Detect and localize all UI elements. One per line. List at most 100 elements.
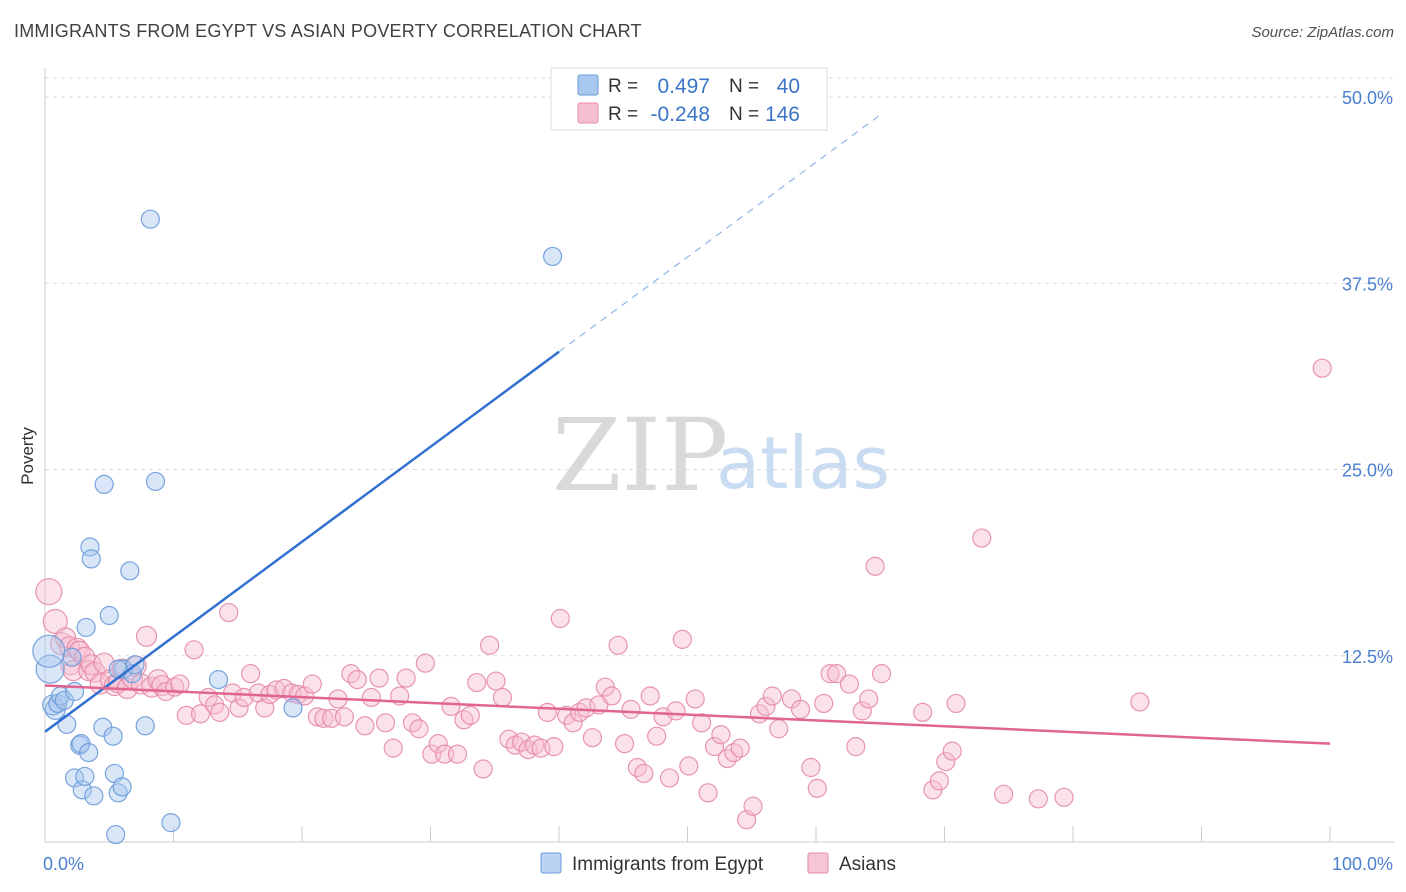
egypt-point-0 <box>35 654 65 684</box>
egypt-point-32 <box>135 716 155 736</box>
asians-point-130 <box>846 737 866 757</box>
asians-point-59 <box>369 668 389 688</box>
asians-point-97 <box>614 734 635 754</box>
y-tick-label-0: 12.5% <box>1342 647 1393 667</box>
bottom-legend-swatch-asians <box>807 852 829 874</box>
asians-point-75 <box>473 759 493 779</box>
asians-point-102 <box>647 726 667 746</box>
bottom-legend-label-egypt: Immigrants from Egypt <box>572 854 764 875</box>
asians-point-125 <box>807 778 827 798</box>
asians-point-119 <box>756 696 776 717</box>
asians-point-63 <box>396 668 416 688</box>
x-tick-label-1: 100.0% <box>1332 854 1393 874</box>
egypt-point-19 <box>84 786 104 806</box>
legend: R = 0.497 N = 40 R = -0.248 N = 146 <box>550 67 828 131</box>
x-tick-labels: 0.0% 100.0% <box>43 854 1393 874</box>
watermark-atlas: atlas <box>716 421 890 505</box>
legend-r-label-egypt: R = <box>608 76 638 97</box>
asians-point-120 <box>762 686 782 706</box>
legend-n-label-asians: N = <box>729 104 759 125</box>
egypt-point-16 <box>79 742 99 763</box>
egypt-point-14 <box>75 766 95 787</box>
asians-point-49 <box>302 674 322 694</box>
asians-point-29 <box>170 674 190 694</box>
asians-point-60 <box>375 713 396 733</box>
asians-point-36 <box>219 602 239 623</box>
asians-point-141 <box>972 528 992 548</box>
y-tick-labels: 12.5% 25.0% 37.5% 50.0% <box>1342 88 1393 667</box>
egypt-point-37 <box>283 698 303 718</box>
egypt-point-39 <box>108 659 128 679</box>
egypt-point-7 <box>57 714 77 734</box>
legend-swatch-egypt <box>577 74 599 96</box>
asians-point-76 <box>480 635 500 655</box>
asians-point-126 <box>814 693 834 714</box>
asians-point-129 <box>839 674 860 694</box>
asians-point-128 <box>826 664 847 684</box>
legend-r-value-egypt: 0.497 <box>657 75 710 98</box>
asians-point-39 <box>234 687 254 708</box>
asians-point-56 <box>347 669 367 690</box>
axes <box>44 68 1395 843</box>
asians-point-133 <box>865 556 885 576</box>
trend-lines <box>44 114 1331 745</box>
asians-point-30 <box>176 705 196 725</box>
asians-point-73 <box>460 705 480 725</box>
egypt-point-9 <box>64 681 85 702</box>
egypt-point-36 <box>208 669 229 690</box>
asians-point-40 <box>241 664 261 684</box>
trend-line-asians <box>44 684 1331 745</box>
asians-point-71 <box>447 744 468 764</box>
egypt-point-38 <box>542 246 563 267</box>
egypt-point-35 <box>161 813 181 833</box>
egypt-point-33 <box>140 209 160 229</box>
asians-point-7 <box>66 637 88 659</box>
asians-point-50 <box>307 707 328 727</box>
asians-point-107 <box>679 756 699 776</box>
asians-point-23 <box>135 625 158 647</box>
asians-point-123 <box>790 699 811 719</box>
asians-point-139 <box>942 741 962 761</box>
egypt-point-21 <box>94 474 114 494</box>
egypt-point-22 <box>99 605 119 626</box>
asians-point-70 <box>441 696 461 717</box>
asians-point-86 <box>544 737 564 757</box>
asians-point-127 <box>820 664 840 684</box>
trend-line-egypt-extension <box>558 114 881 353</box>
asians-point-131 <box>852 701 872 721</box>
legend-n-label-egypt: N = <box>729 76 759 97</box>
bottom-legend-label-asians: Asians <box>839 854 896 875</box>
series-asians-points <box>35 358 1332 830</box>
egypt-point-8 <box>62 647 82 667</box>
asians-point-145 <box>1130 692 1150 712</box>
asians-point-98 <box>621 699 641 719</box>
egypt-point-25 <box>106 824 126 845</box>
source-credit: Source: ZipAtlas.com <box>1251 24 1394 41</box>
asians-point-144 <box>1054 787 1074 807</box>
chart-title: IMMIGRANTS FROM EGYPT VS ASIAN POVERTY C… <box>14 21 642 41</box>
egypt-point-29 <box>120 561 140 581</box>
asians-point-38 <box>229 698 249 718</box>
legend-r-value-asians: -0.248 <box>650 103 710 126</box>
asians-point-106 <box>672 629 692 649</box>
asians-point-115 <box>730 738 750 758</box>
asians-point-58 <box>361 687 381 708</box>
asians-point-89 <box>563 713 583 733</box>
asians-point-54 <box>334 707 355 727</box>
egypt-point-27 <box>112 777 132 797</box>
asians-point-61 <box>383 738 403 758</box>
asians-point-12 <box>84 661 106 683</box>
y-tick-label-1: 25.0% <box>1342 461 1393 481</box>
asians-point-0 <box>35 578 63 606</box>
y-tick-label-3: 50.0% <box>1342 88 1393 108</box>
asians-point-112 <box>711 725 731 745</box>
asians-point-100 <box>634 763 654 784</box>
bottom-legend-swatch-egypt <box>540 852 562 874</box>
legend-n-value-asians: 146 <box>765 103 800 126</box>
asians-point-117 <box>743 796 763 816</box>
asians-point-77 <box>486 671 506 691</box>
asians-point-95 <box>602 686 622 706</box>
asians-point-44 <box>266 680 286 700</box>
x-tick-label-0: 0.0% <box>43 854 84 874</box>
